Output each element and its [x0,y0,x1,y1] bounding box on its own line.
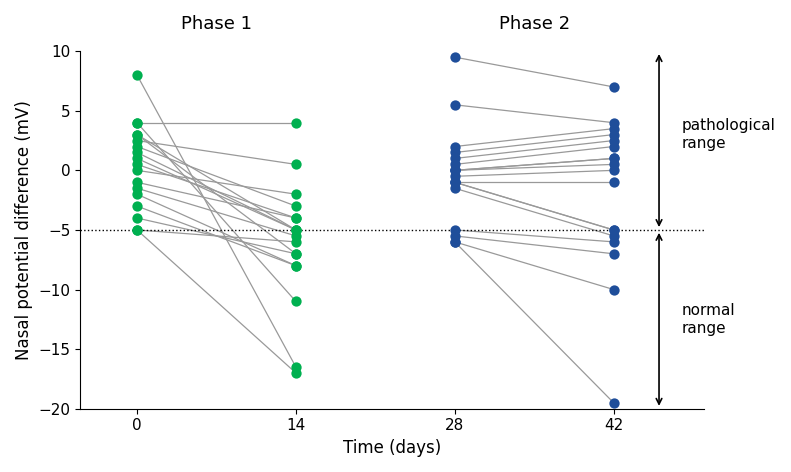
Point [448,178,461,186]
Point [290,226,302,234]
Point [290,119,302,126]
Point [131,202,143,210]
Point [131,185,143,192]
Point [131,226,143,234]
Point [131,190,143,198]
Point [131,226,143,234]
Point [290,250,302,258]
Point [290,262,302,270]
Point [131,131,143,138]
Point [448,238,461,245]
Point [290,369,302,377]
Point [607,178,620,186]
Point [131,167,143,174]
Point [131,178,143,186]
Point [607,137,620,144]
Point [448,149,461,156]
Point [131,137,143,144]
Point [131,214,143,222]
Point [448,238,461,245]
Point [607,226,620,234]
Point [448,155,461,162]
Point [607,131,620,138]
Text: Phase 1: Phase 1 [181,15,252,34]
Y-axis label: Nasal potential difference (mV): Nasal potential difference (mV) [15,100,33,360]
Point [131,119,143,126]
Point [448,53,461,61]
Point [131,155,143,162]
Point [607,155,620,162]
Point [131,160,143,168]
Point [448,160,461,168]
Point [448,167,461,174]
Point [607,119,620,126]
Point [448,185,461,192]
Point [448,226,461,234]
Text: normal
range: normal range [682,303,736,336]
Point [448,173,461,180]
Point [131,149,143,156]
Point [290,202,302,210]
Point [131,131,143,138]
Point [607,160,620,168]
Text: Phase 2: Phase 2 [498,15,570,34]
Point [448,101,461,109]
Point [290,190,302,198]
Point [131,71,143,79]
Point [131,143,143,150]
Point [290,298,302,305]
Point [290,238,302,245]
Point [607,226,620,234]
Point [448,232,461,240]
Point [290,226,302,234]
Point [290,160,302,168]
Point [448,167,461,174]
Point [290,363,302,371]
Point [290,214,302,222]
Point [607,167,620,174]
Point [290,226,302,234]
Point [448,167,461,174]
Point [290,250,302,258]
Text: pathological
range: pathological range [682,118,776,151]
Point [607,125,620,133]
Point [607,399,620,406]
Point [607,232,620,240]
Point [607,250,620,258]
Point [607,286,620,293]
Point [448,178,461,186]
Point [448,143,461,150]
X-axis label: Time (days): Time (days) [343,439,441,457]
Point [290,232,302,240]
Point [290,262,302,270]
Point [607,83,620,91]
Point [448,178,461,186]
Point [290,214,302,222]
Point [607,155,620,162]
Point [131,119,143,126]
Point [607,143,620,150]
Point [607,238,620,245]
